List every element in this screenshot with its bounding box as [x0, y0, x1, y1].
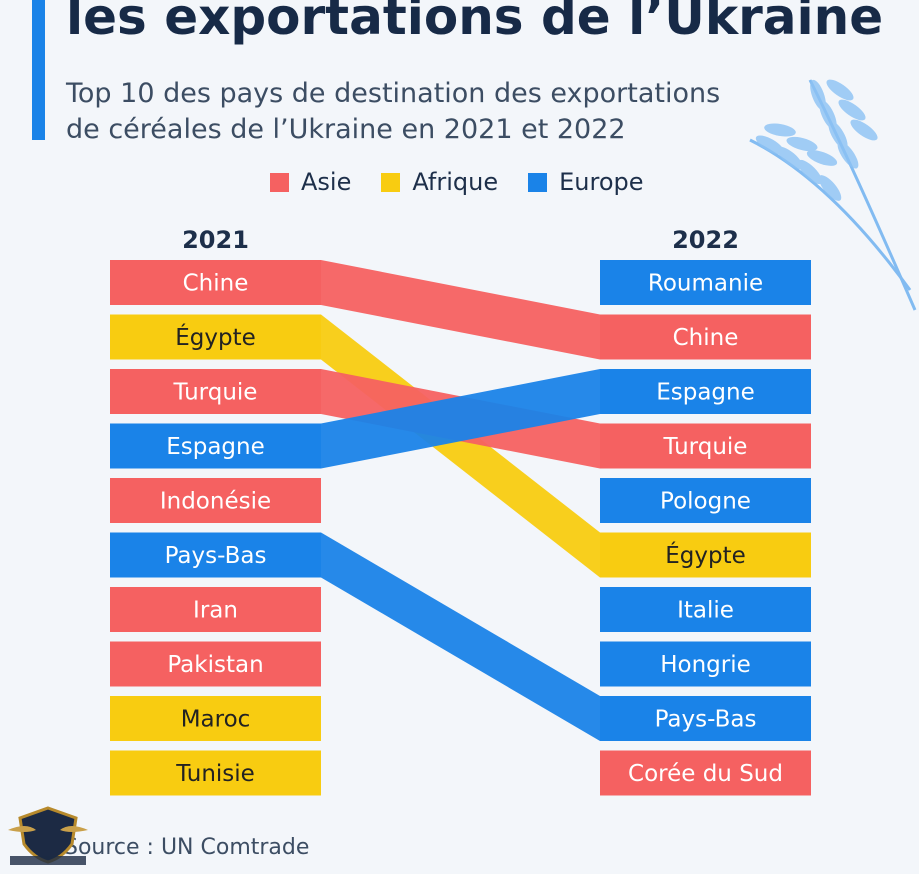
right-2022-label-turquie: Turquie — [663, 434, 748, 460]
wheat-illustration — [749, 79, 917, 311]
right-2022-bar-italie — [600, 587, 811, 632]
right-2022-bar-roumanie — [600, 260, 811, 305]
forum-logo — [8, 806, 88, 865]
right-2022-bar-pays-bas — [600, 696, 811, 741]
connector-pays-bas — [321, 532, 600, 741]
chart-title: les exportations de l’Ukraine — [66, 0, 884, 46]
left-2021-label-maroc: Maroc — [181, 707, 251, 733]
left-2021-bar-indonesie — [110, 478, 321, 523]
left-2021-bar-tunisie — [110, 750, 321, 796]
legend-swatch-afrique — [381, 172, 401, 192]
left-2021-label-iran: Iran — [193, 598, 238, 624]
connector-egypte — [321, 314, 600, 578]
left-2021-label-indonesie: Indonésie — [160, 489, 271, 515]
right-2022-bar-espagne — [600, 369, 811, 414]
legend-label-asie: Asie — [301, 168, 352, 196]
left-2021-bar-chine — [110, 260, 321, 305]
right-2022-label-roumanie: Roumanie — [648, 271, 763, 297]
left-2021-label-pakistan: Pakistan — [167, 652, 263, 678]
legend-item-asie: Asie — [270, 168, 351, 196]
right-2022-label-italie: Italie — [677, 598, 734, 624]
right-2022-label-pologne: Pologne — [660, 489, 751, 515]
legend-item-europe: Europe — [528, 168, 644, 196]
right-2022-label-coree-du-sud: Corée du Sud — [628, 761, 783, 787]
left-2021-bar-pays-bas — [110, 532, 321, 578]
left-2021-label-egypte: Égypte — [175, 323, 256, 351]
left-2021-label-espagne: Espagne — [166, 434, 265, 460]
subtitle-line-2: de céréales de l’Ukraine en 2021 et 2022 — [66, 114, 626, 145]
left-2021-label-pays-bas: Pays-Bas — [165, 543, 267, 569]
right-2022-label-pays-bas: Pays-Bas — [655, 707, 757, 733]
left-2021-bar-iran — [110, 587, 321, 632]
connector-espagne — [321, 369, 600, 469]
title-accent-bar — [32, 0, 45, 140]
right-2022-label-egypte: Égypte — [665, 541, 746, 569]
source-note: Source : UN Comtrade — [64, 835, 310, 860]
legend-label-europe: Europe — [559, 168, 644, 196]
left-2021-bar-espagne — [110, 423, 321, 469]
column-header-2021: 2021 — [182, 226, 249, 254]
left-2021-label-tunisie: Tunisie — [175, 761, 255, 787]
right-2022-bar-egypte — [600, 532, 811, 578]
column-header-2022: 2022 — [672, 226, 739, 254]
right-2022-label-chine: Chine — [673, 325, 739, 351]
right-2022-bar-chine — [600, 314, 811, 360]
legend-swatch-europe — [528, 172, 548, 192]
right-2022-label-espagne: Espagne — [656, 380, 755, 406]
right-2022-bar-pologne — [600, 478, 811, 523]
connector-chine — [321, 260, 600, 360]
right-2022-label-hongrie: Hongrie — [660, 652, 751, 678]
right-2022-bar-hongrie — [600, 641, 811, 687]
left-2021-label-turquie: Turquie — [173, 380, 258, 406]
left-2021-bar-maroc — [110, 696, 321, 741]
left-2021-bar-turquie — [110, 369, 321, 414]
slope-chart: 2021 2022 Chine Égypte Turquie Espagne Indonés… — [110, 226, 811, 796]
legend-item-afrique: Afrique — [381, 168, 498, 196]
right-2022-bar-coree-du-sud — [600, 750, 811, 796]
chart-subtitle: Top 10 des pays de destination des expor… — [66, 76, 766, 148]
left-2021-bar-pakistan — [110, 641, 321, 687]
subtitle-line-1: Top 10 des pays de destination des expor… — [66, 78, 721, 109]
legend-swatch-asie — [270, 172, 289, 192]
right-2022-bar-turquie — [600, 423, 811, 469]
legend: Asie Afrique Europe — [270, 166, 644, 198]
left-2021-label-chine: Chine — [183, 271, 249, 297]
left-2021-bar-egypte — [110, 314, 321, 360]
legend-label-afrique: Afrique — [412, 168, 499, 196]
